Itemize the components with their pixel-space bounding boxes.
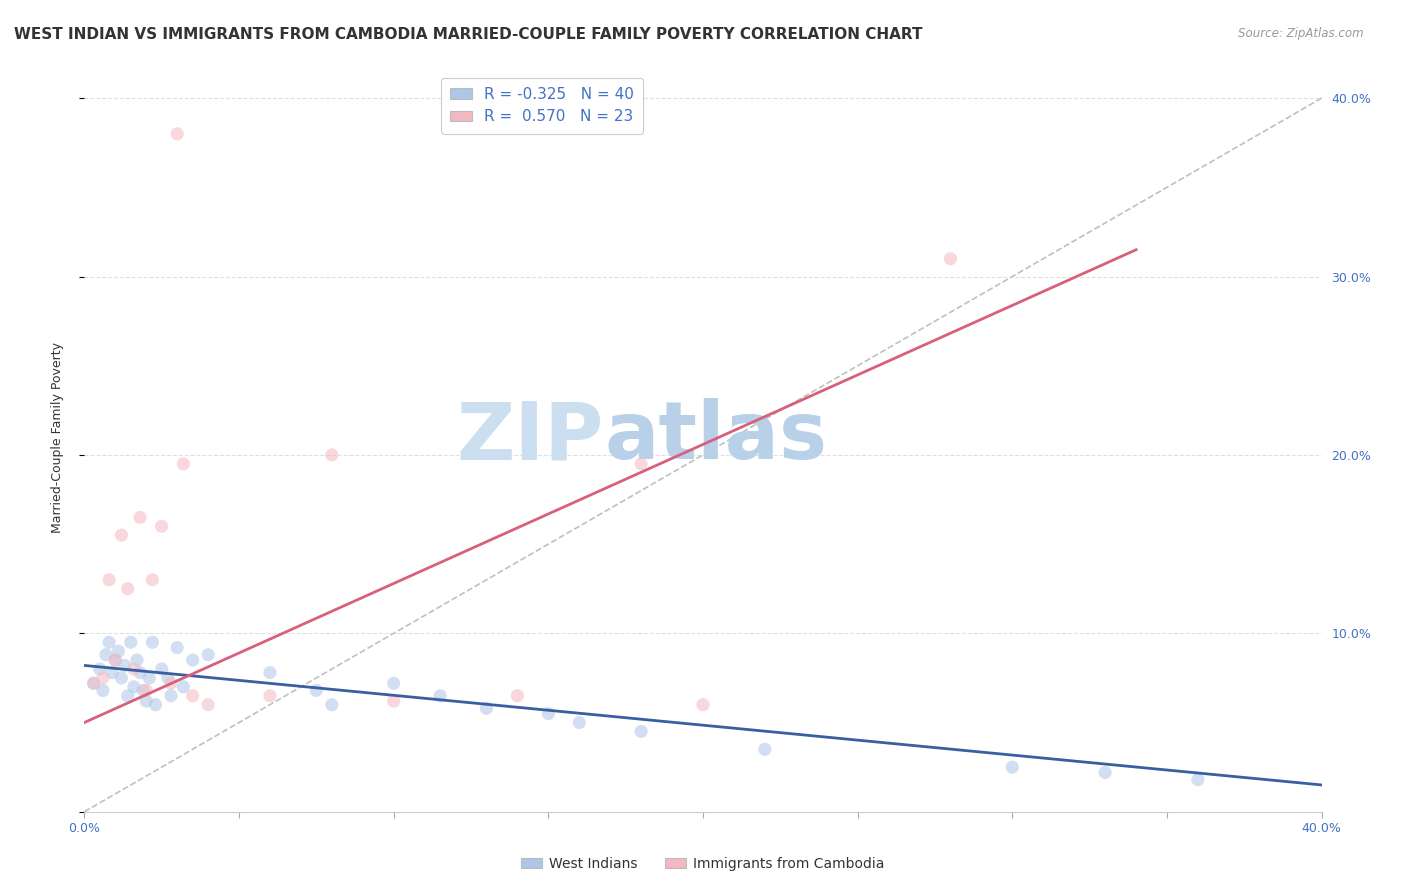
Point xyxy=(135,683,157,698)
Point xyxy=(692,698,714,712)
Point xyxy=(537,706,560,721)
Point xyxy=(122,680,145,694)
Point xyxy=(104,653,127,667)
Point xyxy=(506,689,529,703)
Point xyxy=(83,676,105,690)
Text: WEST INDIAN VS IMMIGRANTS FROM CAMBODIA MARRIED-COUPLE FAMILY POVERTY CORRELATIO: WEST INDIAN VS IMMIGRANTS FROM CAMBODIA … xyxy=(14,27,922,42)
Text: atlas: atlas xyxy=(605,398,827,476)
Point xyxy=(630,457,652,471)
Point xyxy=(91,683,114,698)
Point xyxy=(939,252,962,266)
Point xyxy=(110,528,132,542)
Point xyxy=(259,665,281,680)
Point xyxy=(197,698,219,712)
Point xyxy=(98,573,121,587)
Point xyxy=(135,694,157,708)
Point xyxy=(382,676,405,690)
Point xyxy=(132,683,155,698)
Point xyxy=(125,653,148,667)
Point xyxy=(429,689,451,703)
Point xyxy=(150,662,173,676)
Point xyxy=(141,573,163,587)
Point xyxy=(141,635,163,649)
Point xyxy=(107,644,129,658)
Point xyxy=(89,662,111,676)
Text: ZIP: ZIP xyxy=(457,398,605,476)
Point xyxy=(305,683,328,698)
Point xyxy=(166,640,188,655)
Legend: West Indians, Immigrants from Cambodia: West Indians, Immigrants from Cambodia xyxy=(516,851,890,876)
Point xyxy=(129,665,152,680)
Point xyxy=(91,671,114,685)
Point xyxy=(181,653,204,667)
Point xyxy=(321,698,343,712)
Point xyxy=(568,715,591,730)
Point xyxy=(197,648,219,662)
Point xyxy=(129,510,152,524)
Y-axis label: Married-Couple Family Poverty: Married-Couple Family Poverty xyxy=(51,342,63,533)
Point xyxy=(1001,760,1024,774)
Text: Source: ZipAtlas.com: Source: ZipAtlas.com xyxy=(1239,27,1364,40)
Point xyxy=(98,635,121,649)
Point xyxy=(382,694,405,708)
Point xyxy=(160,676,183,690)
Point xyxy=(156,671,179,685)
Point xyxy=(122,662,145,676)
Point xyxy=(120,635,142,649)
Point xyxy=(114,658,136,673)
Point xyxy=(117,582,139,596)
Point xyxy=(110,671,132,685)
Point xyxy=(475,701,498,715)
Point xyxy=(1187,772,1209,787)
Point xyxy=(160,689,183,703)
Point xyxy=(172,680,194,694)
Point xyxy=(321,448,343,462)
Point xyxy=(104,653,127,667)
Point xyxy=(138,671,160,685)
Legend: R = -0.325   N = 40, R =  0.570   N = 23: R = -0.325 N = 40, R = 0.570 N = 23 xyxy=(441,78,643,134)
Point xyxy=(166,127,188,141)
Point xyxy=(754,742,776,756)
Point xyxy=(181,689,204,703)
Point xyxy=(172,457,194,471)
Point xyxy=(117,689,139,703)
Point xyxy=(150,519,173,533)
Point xyxy=(94,648,117,662)
Point xyxy=(145,698,167,712)
Point xyxy=(630,724,652,739)
Point xyxy=(83,676,105,690)
Point xyxy=(1094,765,1116,780)
Point xyxy=(259,689,281,703)
Point xyxy=(101,665,124,680)
